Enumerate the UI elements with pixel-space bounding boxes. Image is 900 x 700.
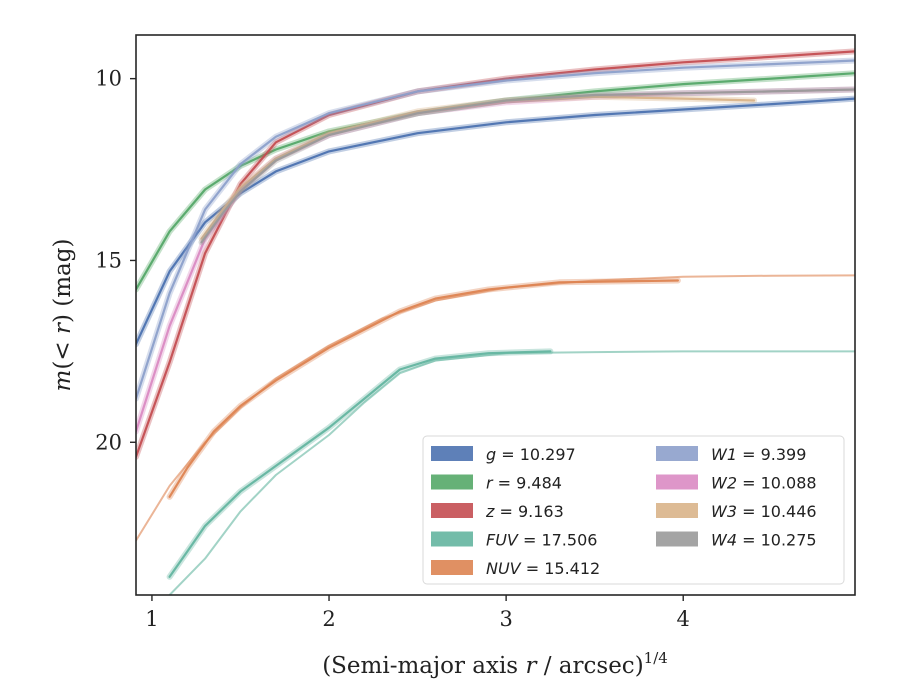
x-axis-title-middle: / arcsec)	[536, 653, 643, 679]
legend-label: NUV = 15.412	[486, 559, 600, 578]
y-tick-label: 15	[95, 248, 122, 272]
legend-label: g = 10.297	[486, 445, 576, 464]
y-axis-title: m(< r) (mag)	[50, 239, 76, 392]
series-line-fuv	[168, 350, 552, 578]
plot-frame	[135, 34, 856, 596]
legend-label: W1 = 9.399	[711, 445, 806, 464]
legend-swatch	[431, 446, 473, 461]
legend-label: FUV = 17.506	[486, 531, 597, 550]
legend-swatch	[656, 503, 698, 518]
series-line-g	[136, 97, 855, 346]
series-line-w2	[136, 88, 855, 433]
legend-item: W2 = 10.088	[656, 474, 817, 493]
y-axis-title-close: ) (mag)	[50, 239, 76, 323]
series-band-w2	[136, 86, 855, 435]
legend-item: g = 10.297	[431, 445, 576, 464]
series-band-w4	[198, 86, 855, 246]
y-axis-title-m: m	[50, 370, 76, 392]
series-line-z	[136, 50, 855, 458]
legend-item: W3 = 10.446	[656, 502, 817, 521]
legend-swatch	[431, 531, 473, 547]
legend-frame	[422, 435, 845, 585]
x-axis-title-superscript: 1/4	[644, 649, 668, 667]
x-tick-label: 1	[145, 607, 158, 631]
legend-swatch	[656, 531, 698, 547]
x-tick-label: 2	[322, 607, 335, 631]
axes-layer: 1 2 3 4 10 15 20	[95, 34, 856, 631]
legend-label: r = 9.484	[486, 474, 562, 493]
legend-item: NUV = 15.412	[431, 559, 600, 578]
y-axis-title-lt: <	[50, 334, 76, 361]
y-axis-title-r: r	[50, 321, 76, 334]
x-tick-label: 4	[677, 607, 690, 631]
legend-swatch	[656, 474, 698, 490]
x-axis-title-prefix: (Semi-major axis	[322, 653, 525, 679]
series-line-nuv	[136, 274, 855, 542]
legend-item: W4 = 10.275	[656, 531, 817, 550]
series-line-w4	[200, 88, 855, 244]
legend-item: z = 9.163	[431, 502, 564, 521]
legend-item: r = 9.484	[431, 474, 562, 493]
x-axis-title: (Semi-major axis r / arcsec)1/4	[322, 649, 668, 679]
y-tick-label: 20	[95, 430, 122, 454]
legend-swatch	[431, 560, 473, 575]
series-line-fuv	[168, 350, 855, 595]
legend-label: W4 = 10.275	[711, 531, 817, 550]
legend-label: W2 = 10.088	[711, 474, 817, 493]
legend-label: W3 = 10.446	[711, 502, 817, 521]
legend-item: W1 = 9.399	[656, 445, 806, 464]
legend: g = 10.297 r = 9.484 z = 9.163 FUV = 17.506…	[422, 435, 845, 585]
series-band-g	[136, 95, 855, 348]
series-line-w3	[200, 95, 756, 240]
series-line-w1	[136, 59, 855, 400]
legend-item: FUV = 17.506	[431, 531, 597, 550]
y-tick-label: 10	[95, 67, 122, 91]
legend-items: g = 10.297 r = 9.484 z = 9.163 FUV = 17.506…	[431, 445, 817, 578]
x-tick-label: 3	[499, 607, 512, 631]
series-band-w1	[136, 57, 855, 402]
legend-swatch	[656, 446, 698, 461]
series-band-z	[136, 48, 855, 460]
y-axis-title-open: (	[50, 361, 76, 370]
legend-swatch	[431, 474, 473, 490]
legend-label: z = 9.163	[485, 502, 564, 521]
x-axis-title-var: r	[525, 653, 538, 679]
series-layer	[136, 48, 855, 595]
legend-swatch	[431, 503, 473, 518]
